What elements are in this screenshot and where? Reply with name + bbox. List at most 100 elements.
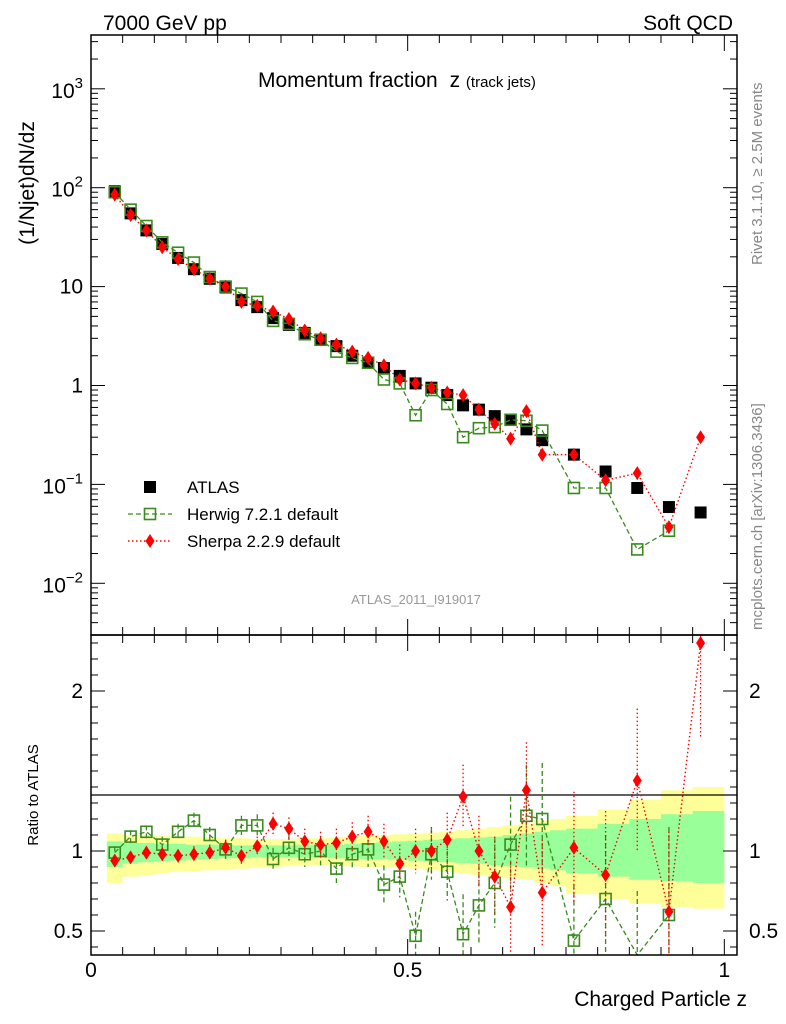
main-data-point xyxy=(458,388,468,403)
header-left: 7000 GeV pp xyxy=(103,12,227,35)
ratio-data-point xyxy=(250,819,264,832)
ratio-y-tick-label: 2 xyxy=(71,680,83,703)
ratio-data-point xyxy=(221,840,231,855)
ratio-data-point xyxy=(331,836,341,850)
main-data-point xyxy=(426,380,436,395)
main-x-ticks xyxy=(90,35,725,635)
ratio-data-point xyxy=(141,845,151,860)
side-label-rivet: Rivet 3.1.10, ≥ 2.5M events xyxy=(749,83,766,266)
ratio-y-axis: 0.5 0.5 1 1 2 2 xyxy=(54,642,778,948)
ratio-data-point xyxy=(442,832,452,847)
main-data-point xyxy=(599,465,612,478)
main-data-point xyxy=(221,279,231,294)
ratio-data-point xyxy=(601,868,611,882)
main-y-tick-label-base: 10 xyxy=(51,179,74,202)
main-data-point xyxy=(409,408,422,422)
legend-marker xyxy=(143,507,157,521)
main-data-point xyxy=(442,385,452,400)
main-data-point xyxy=(630,543,644,556)
ratio-data-point xyxy=(472,899,486,912)
main-y-tick-label: 103 xyxy=(51,75,83,103)
main-data-point xyxy=(521,404,531,419)
main-data-point xyxy=(268,304,278,319)
ratio-data-point xyxy=(567,934,581,947)
ratio-data-point xyxy=(411,844,421,858)
main-data-point xyxy=(110,187,120,202)
main-data-point xyxy=(457,399,470,412)
main-data-point xyxy=(141,223,151,238)
legend-label: Herwig 7.2.1 default xyxy=(187,505,338,524)
main-data-point xyxy=(316,331,326,346)
ratio-data-point xyxy=(490,869,500,884)
main-data-point xyxy=(506,431,516,446)
main-data-point xyxy=(535,424,549,437)
ratio-data-point xyxy=(504,838,517,851)
main-y-tick-label: 10−1 xyxy=(43,470,83,498)
ratio-data-point xyxy=(157,847,167,862)
main-data-point xyxy=(474,402,484,417)
main-data-point xyxy=(377,373,391,386)
ratio-data-point xyxy=(126,850,136,865)
main-data-point xyxy=(632,466,642,481)
main-data-point xyxy=(411,376,421,391)
main-y-tick-label-exp: −2 xyxy=(66,569,83,586)
main-data-point xyxy=(631,481,644,494)
ratio-data-point xyxy=(506,900,516,914)
main-y-tick-label-base: 10 xyxy=(51,80,74,103)
x-tick-label: 0 xyxy=(85,959,97,982)
main-data-point xyxy=(331,337,341,352)
main-data-point xyxy=(300,323,310,338)
main-y-tick-label-base: 1 xyxy=(71,374,83,397)
ratio-data-point xyxy=(458,789,468,804)
main-data-point xyxy=(252,298,262,313)
legend-entry: Sherpa 2.2.9 default xyxy=(128,532,340,551)
main-series-2 xyxy=(110,187,706,535)
ratio-data-point xyxy=(363,824,373,839)
main-plot-marks xyxy=(108,185,707,556)
ratio-y-axis-label: Ratio to ATLAS xyxy=(25,744,42,845)
main-title-sub: (track jets) xyxy=(466,74,536,91)
main-title: Momentum fraction z (track jets) xyxy=(258,69,536,92)
ratio-data-point xyxy=(395,856,405,871)
header-right: Soft QCD xyxy=(643,12,733,35)
main-data-point xyxy=(520,423,533,436)
main-data-point xyxy=(157,240,167,255)
ratio-data-point xyxy=(236,848,246,863)
legend: ATLAS Herwig 7.2.1 default Sherpa 2.2.9 de… xyxy=(128,478,340,551)
ratio-plot-frame xyxy=(90,634,738,956)
ratio-data-point xyxy=(537,885,547,900)
main-data-point xyxy=(694,506,707,519)
ratio-data-point xyxy=(345,847,359,861)
main-title-text: Momentum fraction xyxy=(258,69,438,92)
main-y-tick-label-base: 10 xyxy=(60,276,83,299)
main-data-point xyxy=(696,430,706,445)
main-data-point xyxy=(379,358,389,373)
main-y-tick-label: 102 xyxy=(51,174,83,202)
main-series-line xyxy=(114,191,670,551)
ratio-panel: 0.5 0.51 12 2 0 0.5 1 Ratio to ATLAS Charged … xyxy=(25,634,778,1011)
ratio-y-tick-label-right: 1 xyxy=(749,840,761,863)
ratio-y-tick-label: 0.5 xyxy=(54,920,83,943)
ratio-data-point xyxy=(664,904,674,919)
ratio-data-point xyxy=(632,773,642,788)
ratio-y-tick-label-right: 0.5 xyxy=(749,920,778,943)
x-tick-label: 1 xyxy=(718,959,730,982)
main-y-tick-label-base: 10 xyxy=(43,475,66,498)
legend-entry: Herwig 7.2.1 default xyxy=(128,505,338,524)
legend-entry: ATLAS xyxy=(144,478,240,497)
main-data-point xyxy=(347,344,357,359)
main-data-point xyxy=(537,447,547,462)
ratio-series-1 xyxy=(110,635,706,955)
main-series-1 xyxy=(108,185,676,556)
ratio-data-point xyxy=(409,929,422,943)
main-series-0 xyxy=(108,185,707,519)
main-y-axis-label: (1/Njet)dN/dz xyxy=(16,121,39,245)
legend-marker xyxy=(145,534,155,548)
main-data-point xyxy=(567,481,581,495)
ratio-data-point xyxy=(110,853,120,868)
ratio-data-point xyxy=(426,844,436,858)
main-y-tick-label: 10−2 xyxy=(43,569,83,597)
ratio-data-point xyxy=(696,636,706,650)
ratio-data-point xyxy=(235,819,248,832)
main-data-point xyxy=(472,421,486,435)
